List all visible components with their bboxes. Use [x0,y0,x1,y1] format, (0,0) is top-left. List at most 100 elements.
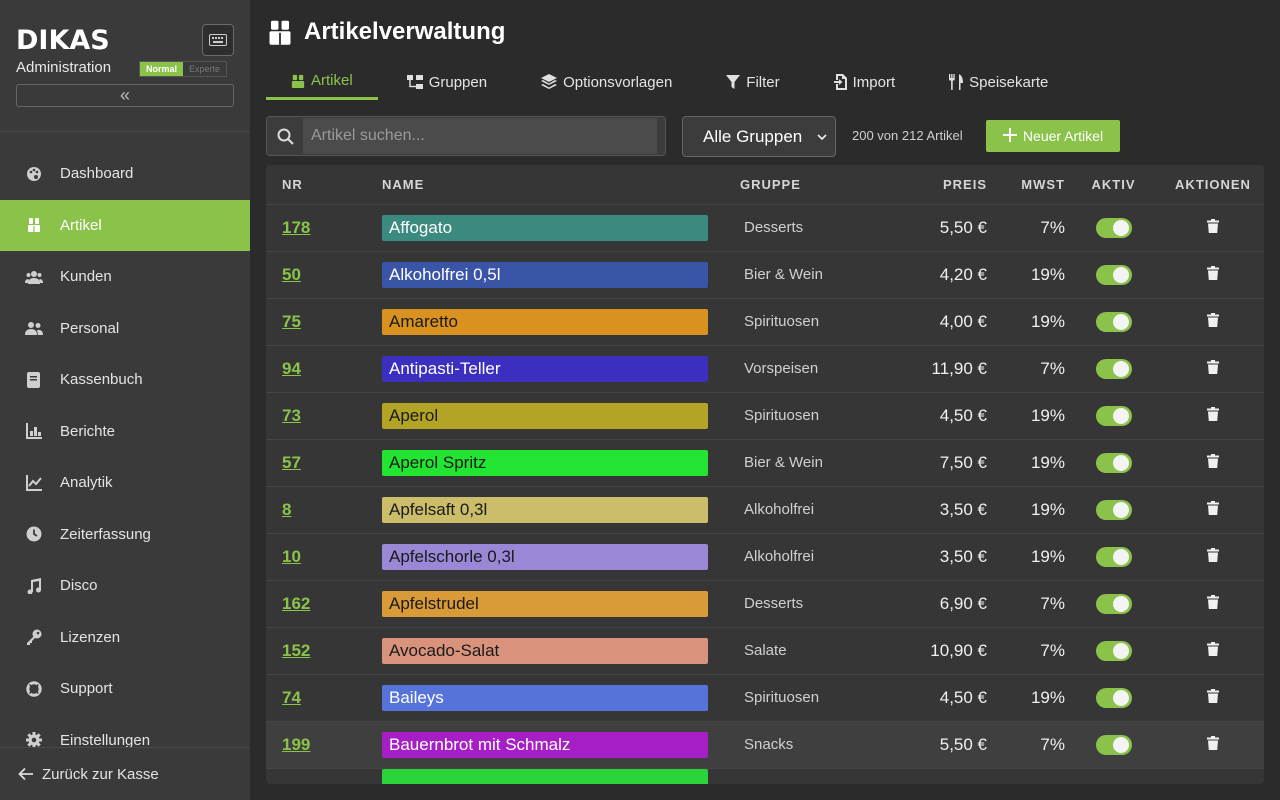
article-name-chip[interactable]: Aperol [382,403,708,429]
trash-icon[interactable] [1207,453,1219,473]
article-nr-link[interactable]: 75 [282,312,301,331]
article-name-chip[interactable]: Bauernbrot mit Schmalz [382,732,708,758]
tab-label: Artikel [311,72,353,89]
article-name-chip[interactable]: Avocado-Salat [382,638,708,664]
active-toggle[interactable] [1095,265,1132,285]
article-nr-link[interactable]: 73 [282,406,301,425]
table-row[interactable]: 50 Alkoholfrei 0,5l Bier & Wein 4,20 € 1… [266,252,1264,299]
sidebar-item-kunden[interactable]: Kunden [0,251,250,303]
article-name-chip[interactable]: Baileys [382,685,708,711]
table-row[interactable]: 94 Antipasti-Teller Vorspeisen 11,90 € 7… [266,346,1264,393]
article-nr-link[interactable]: 74 [282,688,301,707]
search-input[interactable] [303,118,657,154]
mode-normal[interactable]: Normal [140,62,184,76]
table-row[interactable]: 73 Aperol Spirituosen 4,50 € 19% [266,393,1264,440]
col-header-nr[interactable]: NR [282,177,303,192]
sidebar-item-berichte[interactable]: Berichte [0,406,250,458]
trash-icon[interactable] [1207,265,1219,285]
article-name-chip[interactable]: Antipasti-Teller [382,356,708,382]
sidebar-item-disco[interactable]: Disco [0,560,250,612]
sidebar-item-dashboard[interactable]: Dashboard [0,148,250,200]
col-header-name[interactable]: NAME [382,177,425,192]
article-name-chip[interactable]: Amaretto [382,309,708,335]
sidebar-item-label: Lizenzen [60,628,121,646]
sidebar-item-kassenbuch[interactable]: Kassenbuch [0,354,250,406]
article-name-chip[interactable]: Apfelschorle 0,3l [382,544,708,570]
article-name-chip[interactable]: Apfelsaft 0,3l [382,497,708,523]
trash-icon[interactable] [1207,359,1219,379]
active-toggle[interactable] [1095,735,1132,755]
sidebar-item-lizenzen[interactable]: Lizenzen [0,612,250,664]
article-nr-link[interactable]: 10 [282,547,301,566]
article-nr-link[interactable]: 152 [282,641,311,660]
active-toggle[interactable] [1095,406,1132,426]
tab-speisekarte[interactable]: Speisekarte [924,64,1073,100]
sidebar-item-artikel[interactable]: Artikel [0,199,250,251]
table-row[interactable]: 75 Amaretto Spirituosen 4,00 € 19% [266,299,1264,346]
group-select[interactable]: Alle Gruppen [682,116,836,157]
trash-icon[interactable] [1207,641,1219,661]
back-to-register-label: Zurück zur Kasse [42,765,159,783]
tab-artikel[interactable]: Artikel [266,64,378,100]
active-toggle[interactable] [1095,453,1132,473]
back-to-register-link[interactable]: Zurück zur Kasse [0,747,250,800]
article-name-chip[interactable]: Apfelstrudel [382,591,708,617]
article-nr-link[interactable]: 8 [282,500,292,519]
tab-filter[interactable]: Filter [701,64,804,100]
tab-gruppen[interactable]: Gruppen [382,64,512,100]
table-row[interactable]: 199 Bauernbrot mit Schmalz Snacks 5,50 €… [266,722,1264,769]
sidebar-item-analytik[interactable]: Analytik [0,457,250,509]
active-toggle[interactable] [1095,312,1132,332]
sidebar-item-support[interactable]: Support [0,663,250,715]
article-name-chip[interactable]: Alkoholfrei 0,5l [382,262,708,288]
tab-optionsvorlagen[interactable]: Optionsvorlagen [516,64,697,100]
sidebar-item-personal[interactable]: Personal [0,303,250,355]
trash-icon[interactable] [1207,312,1219,332]
keyboard-button[interactable] [202,24,234,56]
table-row[interactable]: 152 Avocado-Salat Salate 10,90 € 7% [266,628,1264,675]
trash-icon[interactable] [1207,218,1219,238]
article-name-chip[interactable]: Affogato [382,215,708,241]
col-header-vat[interactable]: MWST [1021,177,1065,192]
active-toggle[interactable] [1095,547,1132,567]
table-row[interactable]: 178 Affogato Desserts 5,50 € 7% [266,205,1264,252]
trash-icon[interactable] [1207,406,1219,426]
active-toggle[interactable] [1095,594,1132,614]
sidebar-item-zeiterfassung[interactable]: Zeiterfassung [0,509,250,561]
trash-icon[interactable] [1207,547,1219,567]
table-row[interactable]: 57 Aperol Spritz Bier & Wein 7,50 € 19% [266,440,1264,487]
col-header-group[interactable]: GRUPPE [740,177,801,192]
active-toggle[interactable] [1095,359,1132,379]
tab-import[interactable]: Import [809,64,921,100]
active-toggle[interactable] [1095,688,1132,708]
article-nr-link[interactable]: 50 [282,265,301,284]
active-toggle[interactable] [1095,218,1132,238]
article-nr-link[interactable]: 162 [282,594,311,613]
collapse-sidebar-button[interactable]: « [16,84,234,107]
col-header-price[interactable]: PREIS [942,177,987,192]
mode-expert[interactable]: Experte [189,64,221,74]
trash-icon[interactable] [1207,500,1219,520]
sidebar-item-einstellungen[interactable]: Einstellungen [0,715,250,748]
mode-switch[interactable]: Normal Experte [139,61,228,77]
search-icon [267,117,303,155]
active-toggle[interactable] [1095,641,1132,661]
active-toggle[interactable] [1095,500,1132,520]
table-row[interactable]: 74 Baileys Spirituosen 4,50 € 19% [266,675,1264,722]
new-article-button[interactable]: Neuer Artikel [986,120,1120,152]
table-row[interactable]: 162 Apfelstrudel Desserts 6,90 € 7% [266,581,1264,628]
article-vat: 7% [1040,359,1065,378]
table-row[interactable]: 8 Apfelsaft 0,3l Alkoholfrei 3,50 € 19% [266,487,1264,534]
article-name-chip[interactable]: Aperol Spritz [382,450,708,476]
trash-icon[interactable] [1207,688,1219,708]
sidebar-item-label: Dashboard [60,165,134,183]
article-nr-link[interactable]: 178 [282,218,311,237]
article-nr-link[interactable]: 57 [282,453,301,472]
table-row[interactable]: 10 Apfelschorle 0,3l Alkoholfrei 3,50 € … [266,534,1264,581]
trash-icon[interactable] [1207,735,1219,755]
trash-icon[interactable] [1207,594,1219,614]
file-import-icon [833,74,847,90]
article-nr-link[interactable]: 94 [282,359,301,378]
article-nr-link[interactable]: 199 [282,735,311,754]
article-vat: 19% [1030,406,1065,425]
